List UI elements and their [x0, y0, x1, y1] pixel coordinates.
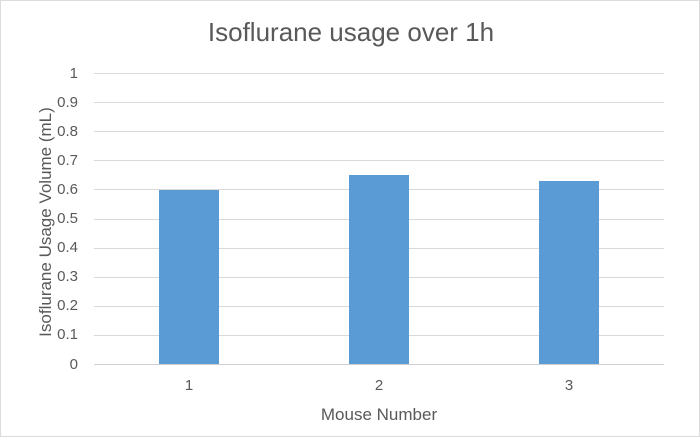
y-gridline	[94, 131, 664, 133]
y-tick-label: 0.5	[57, 210, 78, 227]
y-gridline	[94, 102, 664, 104]
y-tick-label: 0.8	[57, 122, 78, 140]
y-tick-label: 0.7	[57, 151, 78, 169]
x-axis-line	[94, 364, 664, 365]
y-tick-label: 0.1	[57, 326, 78, 344]
y-gridline	[94, 160, 664, 162]
y-tick-label: 0.4	[57, 239, 78, 257]
y-tick-label: 1	[69, 64, 78, 82]
y-tick-label: 0.6	[57, 180, 78, 198]
y-tick-label: 0	[69, 355, 78, 373]
y-tick-label: 0.3	[57, 268, 78, 286]
bar-mouse-2	[349, 175, 409, 365]
x-tick-label: 1	[184, 377, 194, 394]
y-gridline	[94, 73, 664, 74]
chart-title: Isoflurane usage over 1h	[207, 17, 495, 47]
bar-mouse-3	[539, 181, 599, 365]
y-tick-label: 0.9	[57, 93, 78, 111]
bar-mouse-1	[159, 189, 219, 365]
x-tick-label: 2	[374, 377, 384, 394]
x-tick-label: 3	[564, 377, 574, 394]
y-tick-label: 0.2	[57, 297, 78, 315]
x-axis-title: Mouse Number	[320, 405, 438, 424]
